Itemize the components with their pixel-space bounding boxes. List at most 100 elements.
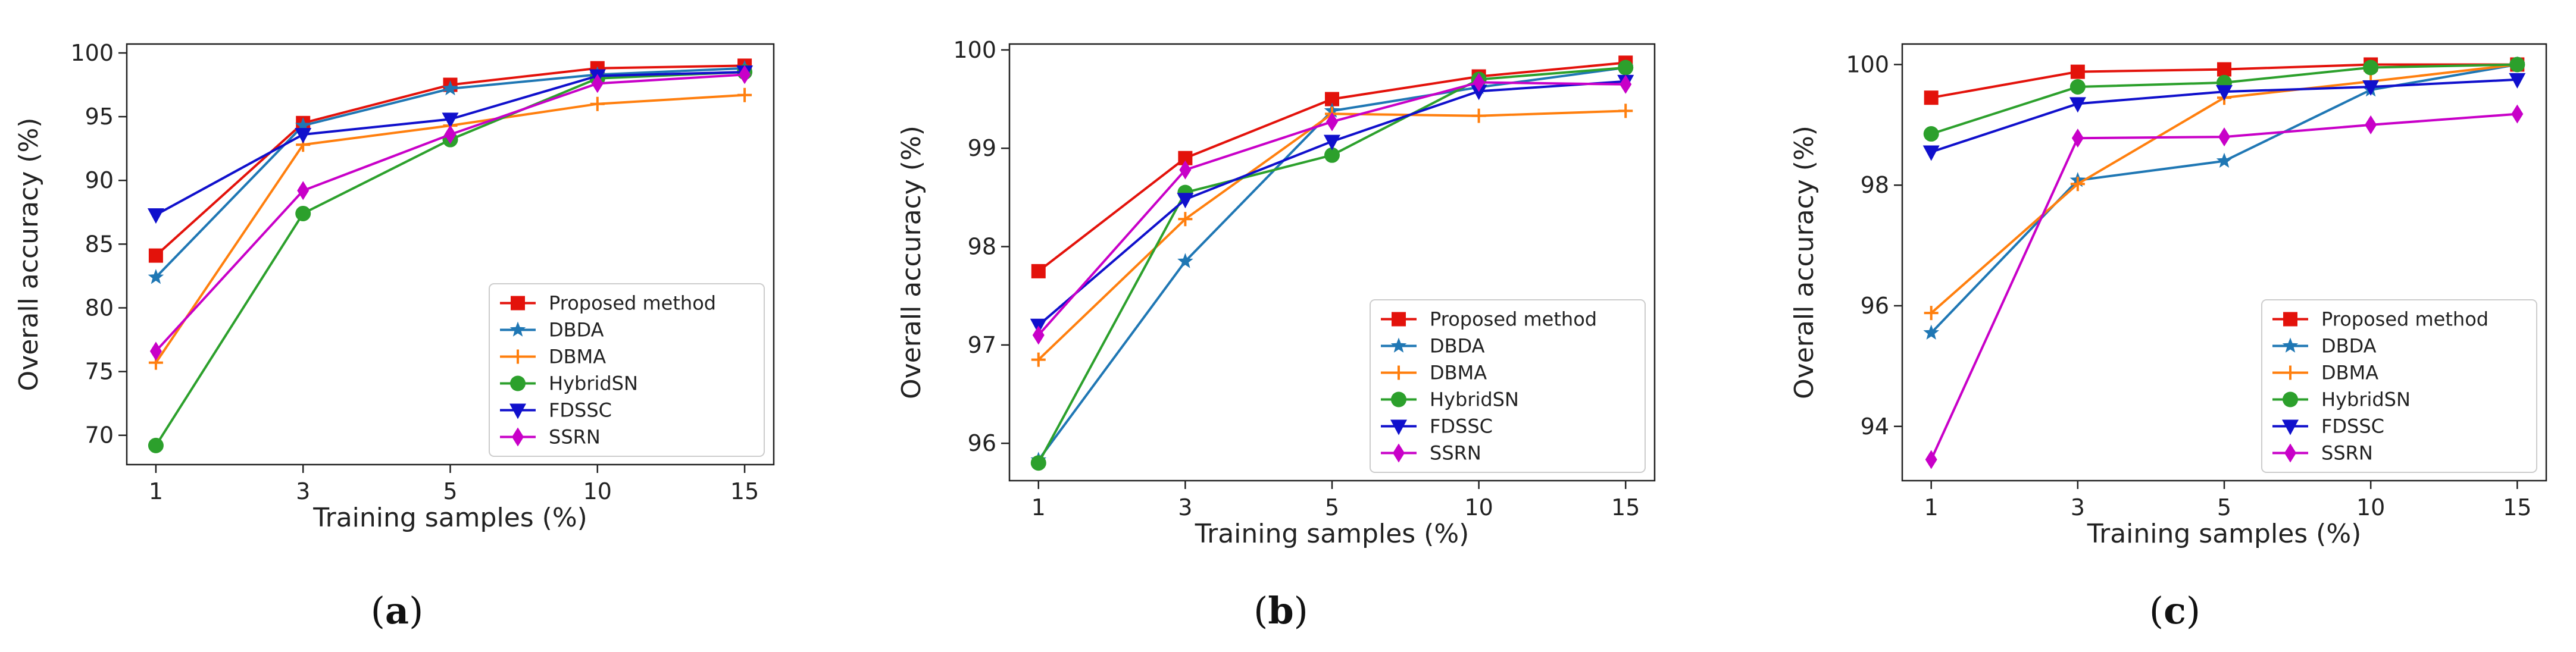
data-point-marker	[1178, 212, 1193, 227]
y-tick-label: 99	[968, 135, 996, 161]
data-point-marker	[1924, 90, 1939, 105]
data-point-marker	[1177, 193, 1194, 209]
series-fdssc	[1922, 73, 2526, 161]
legend-entry-label: Proposed method	[1430, 308, 1597, 331]
y-tick-label: 100	[1846, 51, 1889, 77]
x-tick-label: 1	[149, 478, 163, 504]
legend-entry-label: HybridSN	[549, 372, 638, 395]
y-tick-label: 100	[70, 40, 114, 66]
legend-marker	[511, 349, 525, 364]
data-point-marker	[1923, 324, 1939, 340]
chart-panel-c: 94 96 98 100 1 3 5 10 15 Training samples (%) Over…	[1789, 43, 2547, 549]
data-point-marker	[1030, 455, 1046, 471]
legend-marker	[510, 375, 526, 391]
x-tick-label: 15	[730, 478, 759, 504]
legend-marker	[2282, 337, 2299, 353]
legend-box	[1370, 299, 1646, 473]
y-tick-label: 98	[968, 234, 996, 260]
data-point-marker	[148, 437, 164, 453]
legend-marker	[1391, 391, 1406, 408]
x-tick-label: 15	[2503, 494, 2531, 521]
legend-entry-label: Proposed method	[2321, 308, 2489, 331]
y-tick-label: 85	[85, 231, 114, 257]
legend-entry-label: SSRN	[549, 426, 601, 449]
x-tick-label: 5	[2217, 494, 2231, 521]
panel-caption: (b)	[1253, 589, 1308, 632]
legend: Proposed method DBDA DBMA HybridSN FDSSC SSRN	[489, 283, 765, 457]
legend-marker	[511, 296, 525, 311]
y-axis-label: Overall accuracy (%)	[14, 118, 44, 391]
data-point-marker	[1031, 352, 1046, 367]
legend-box	[489, 283, 765, 457]
series-hybridsn	[1030, 59, 1634, 471]
x-tick-label: 3	[2071, 494, 2085, 521]
series-fdssc	[1030, 74, 1634, 334]
x-tick-label: 3	[1178, 494, 1192, 521]
data-point-marker	[1620, 74, 1632, 94]
data-point-marker	[2216, 152, 2233, 168]
legend-entry-label: HybridSN	[1430, 388, 1519, 411]
panel-letter: a	[385, 589, 409, 632]
y-tick-label: 80	[85, 294, 114, 321]
y-axis-label: Overall accuracy (%)	[1789, 126, 1820, 399]
series-ssrn	[1925, 104, 2524, 469]
panel-letter: b	[1268, 589, 1293, 632]
data-point-marker	[295, 205, 311, 221]
data-point-marker	[1923, 126, 1939, 142]
series-ssrn	[1032, 73, 1632, 345]
legend-entry-label: SSRN	[2321, 442, 2373, 465]
data-point-marker	[2511, 104, 2524, 124]
data-point-marker	[2216, 85, 2233, 101]
data-point-marker	[297, 181, 310, 200]
x-tick-label: 15	[1611, 494, 1640, 521]
legend-marker	[1393, 443, 1405, 463]
legend-entry-label: DBMA	[549, 346, 606, 368]
legend-entry-label: Proposed method	[549, 292, 716, 315]
data-point-marker	[442, 112, 459, 128]
data-point-marker	[444, 125, 457, 145]
data-point-marker	[148, 248, 163, 263]
data-point-marker	[2071, 128, 2084, 148]
data-point-marker	[1326, 112, 1338, 131]
data-point-marker	[2218, 127, 2230, 147]
panel-letter: c	[2164, 589, 2186, 632]
data-point-marker	[1922, 145, 1940, 161]
series-ssrn	[149, 65, 751, 361]
data-point-marker	[149, 341, 162, 361]
legend-marker	[1390, 337, 1407, 353]
x-tick-label: 5	[1325, 494, 1339, 521]
y-tick-label: 96	[1861, 293, 1889, 319]
legend-entry-label: DBDA	[2321, 335, 2377, 358]
series-line	[155, 64, 745, 257]
y-tick-label: 70	[85, 422, 114, 449]
x-tick-label: 10	[2356, 494, 2385, 521]
data-point-marker	[1031, 264, 1046, 278]
y-tick-label: 94	[1861, 413, 1889, 440]
data-point-marker	[1177, 253, 1193, 268]
legend-marker	[1390, 419, 1407, 435]
data-point-marker	[590, 96, 605, 111]
data-point-marker	[1618, 59, 1634, 76]
data-point-marker	[2217, 62, 2231, 77]
x-axis-label: Training samples (%)	[1195, 519, 1470, 549]
panel-caption: (a)	[371, 589, 424, 632]
legend-marker	[1392, 312, 1406, 327]
data-point-marker	[2362, 80, 2380, 96]
legend-marker	[509, 403, 526, 419]
data-point-marker	[1178, 151, 1193, 165]
data-point-marker	[739, 65, 751, 84]
y-tick-label: 97	[968, 332, 996, 358]
legend-marker	[2282, 419, 2299, 435]
data-point-marker	[1324, 147, 1340, 163]
data-point-marker	[591, 74, 604, 93]
legend-entry-label: FDSSC	[1430, 415, 1493, 438]
data-point-marker	[2509, 73, 2526, 89]
x-tick-label: 10	[1464, 494, 1493, 521]
series-dbda	[148, 59, 753, 284]
data-point-marker	[1470, 84, 1487, 101]
series-proposed-method	[1031, 55, 1633, 278]
data-point-marker	[442, 80, 458, 96]
legend: Proposed method DBDA DBMA HybridSN FDSSC SSRN	[2261, 299, 2537, 473]
x-tick-label: 1	[1924, 494, 1939, 521]
